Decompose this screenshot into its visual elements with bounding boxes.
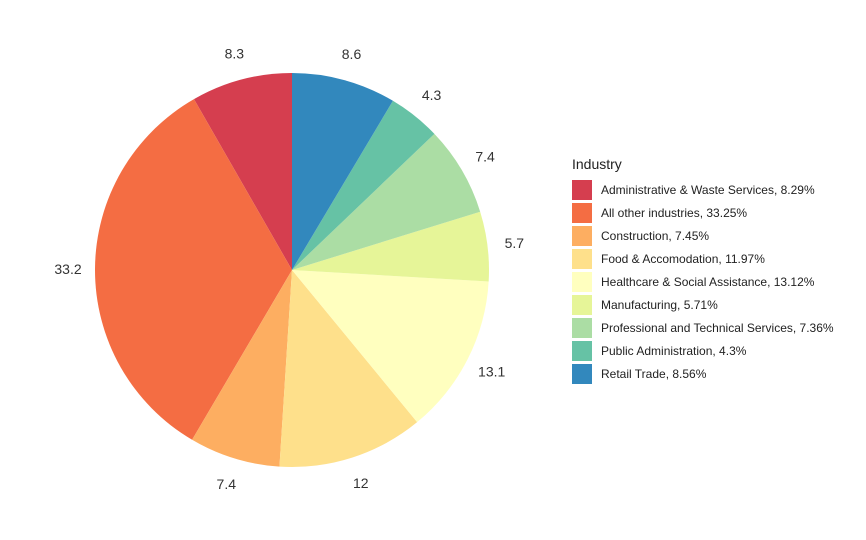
legend-item: Public Administration, 4.3% xyxy=(572,339,834,362)
legend-label: Administrative & Waste Services, 8.29% xyxy=(601,182,815,197)
legend-item: Construction, 7.45% xyxy=(572,224,834,247)
legend-item: Administrative & Waste Services, 8.29% xyxy=(572,178,834,201)
legend-swatch xyxy=(572,225,592,246)
pie-slice-professional-and-technical-services xyxy=(292,133,481,270)
legend-item: Healthcare & Social Assistance, 13.12% xyxy=(572,270,834,293)
legend-label: Public Administration, 4.3% xyxy=(601,343,747,358)
slice-value-label: 33.2 xyxy=(54,261,81,277)
slice-value-label: 4.3 xyxy=(422,87,442,103)
legend-swatch xyxy=(572,179,592,200)
legend-label: Professional and Technical Services, 7.3… xyxy=(601,320,834,335)
legend-swatch xyxy=(572,317,592,338)
pie-slice-labels: 8.3 33.2 7.4 12 13.1 5.7 7.4 4.3 8.6 xyxy=(54,46,524,493)
legend-swatch xyxy=(572,271,592,292)
legend-label: Manufacturing, 5.71% xyxy=(601,297,718,312)
slice-value-label: 7.4 xyxy=(475,148,495,164)
legend-swatch xyxy=(572,294,592,315)
legend-label: Healthcare & Social Assistance, 13.12% xyxy=(601,274,815,289)
legend-swatch xyxy=(572,363,592,384)
pie-slice-manufacturing xyxy=(292,211,489,282)
legend-swatch xyxy=(572,340,592,361)
slice-value-label: 8.3 xyxy=(225,46,245,62)
pie-slice-all-other-industries xyxy=(94,99,292,440)
pie-slice-administrative-waste-services xyxy=(193,73,292,270)
legend-label: Food & Accomodation, 11.97% xyxy=(601,251,765,266)
legend-swatch xyxy=(572,202,592,223)
slice-value-label: 7.4 xyxy=(217,476,237,492)
legend-items: Administrative & Waste Services, 8.29% Al… xyxy=(572,178,834,385)
pie-slice-retail-trade xyxy=(292,73,393,270)
pie-slice-construction xyxy=(192,270,292,467)
slice-value-label: 8.6 xyxy=(342,46,362,62)
legend-item: Food & Accomodation, 11.97% xyxy=(572,247,834,270)
legend-item: All other industries, 33.25% xyxy=(572,201,834,224)
legend-label: All other industries, 33.25% xyxy=(601,205,748,220)
slice-value-label: 12 xyxy=(353,475,369,491)
legend-item: Retail Trade, 8.56% xyxy=(572,362,834,385)
legend-label: Construction, 7.45% xyxy=(601,228,710,243)
pie-slice-healthcare-social-assistance xyxy=(292,270,489,423)
legend-swatch xyxy=(572,248,592,269)
pie-slice-public-administration xyxy=(292,100,435,270)
pie-slice-food-accomodation xyxy=(279,270,418,467)
legend: Industry Administrative & Waste Services… xyxy=(572,156,834,385)
slice-value-label: 5.7 xyxy=(505,235,525,251)
legend-title: Industry xyxy=(572,156,622,172)
legend-item: Professional and Technical Services, 7.3… xyxy=(572,316,834,339)
pie-slices xyxy=(94,73,489,467)
slice-value-label: 13.1 xyxy=(478,364,505,380)
legend-item: Manufacturing, 5.71% xyxy=(572,293,834,316)
legend-label: Retail Trade, 8.56% xyxy=(601,366,707,381)
